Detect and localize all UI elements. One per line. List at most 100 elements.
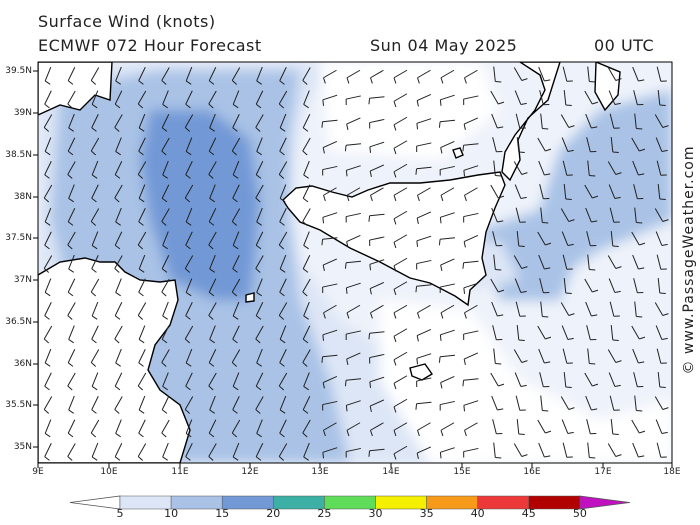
wind-barb xyxy=(90,137,100,156)
wind-barb xyxy=(560,396,575,410)
wind-barb xyxy=(393,398,408,413)
lon-label: 9E xyxy=(32,467,44,477)
wind-barb xyxy=(491,207,504,223)
wind-barb xyxy=(513,161,528,175)
colorbar-label: 30 xyxy=(368,507,383,520)
wind-barb xyxy=(491,395,504,411)
wind-barb xyxy=(162,160,169,179)
wind-barb xyxy=(232,231,240,250)
wind-barb xyxy=(302,208,311,226)
wind-barb xyxy=(138,208,146,226)
wind-barb xyxy=(607,349,622,363)
wind-barb xyxy=(345,330,361,341)
wind-barb xyxy=(44,207,52,226)
wind-barb xyxy=(44,372,52,391)
wind-barb xyxy=(115,137,122,156)
wind-barb xyxy=(91,372,99,391)
wind-barb xyxy=(560,114,575,128)
lon-label: 11E xyxy=(171,467,189,477)
wind-barb xyxy=(463,234,479,248)
wind-barb xyxy=(346,117,361,131)
wind-barb xyxy=(279,67,287,85)
wind-barb xyxy=(115,278,122,297)
wind-barb xyxy=(515,301,526,317)
wind-barb xyxy=(91,255,99,273)
wind-barb xyxy=(302,114,311,132)
wind-barb xyxy=(370,304,384,319)
wind-barb xyxy=(515,207,526,223)
wind-barb xyxy=(232,396,240,414)
wind-barb xyxy=(563,89,572,107)
wind-barb xyxy=(584,90,599,105)
wind-barb xyxy=(302,278,311,297)
colorbar-label: 40 xyxy=(470,507,485,520)
wind-barb xyxy=(90,349,100,367)
wind-barb xyxy=(563,277,572,295)
wind-barb xyxy=(232,90,240,109)
wind-barb xyxy=(255,325,264,344)
wind-barb xyxy=(185,137,193,156)
wind-barb xyxy=(43,114,53,132)
wind-barb xyxy=(114,302,123,320)
wind-barb xyxy=(67,302,76,320)
wind-barb xyxy=(138,67,146,85)
wind-barb xyxy=(137,443,147,461)
wind-barb xyxy=(279,395,287,414)
wind-barb xyxy=(44,278,52,297)
wind-barb xyxy=(463,165,479,177)
wind-barb xyxy=(161,255,170,273)
wind-barb xyxy=(608,184,621,199)
wind-barb xyxy=(138,349,146,367)
wind-barb xyxy=(67,67,76,85)
wind-barb xyxy=(393,445,408,460)
wind-barb xyxy=(607,255,622,269)
wind-barb xyxy=(585,207,598,223)
wind-barb xyxy=(184,114,194,132)
wind-barb xyxy=(161,419,170,438)
wind-barb xyxy=(162,372,169,391)
wind-barb xyxy=(161,396,170,414)
wind-barb xyxy=(439,94,455,106)
wind-barb xyxy=(440,140,455,154)
lon-label: 18E xyxy=(663,467,681,477)
wind-barb xyxy=(369,353,385,364)
wind-barb xyxy=(256,348,263,367)
wind-barb xyxy=(231,208,241,226)
wind-barb xyxy=(231,278,241,297)
tunisia-land xyxy=(38,62,191,463)
wind-barb xyxy=(514,184,527,199)
wind-barb xyxy=(539,278,550,294)
wind-barb xyxy=(493,348,502,365)
wind-barb xyxy=(302,137,311,156)
wind-barb xyxy=(393,304,408,319)
lat-label: 35N xyxy=(13,442,32,452)
wind-barb xyxy=(345,447,361,458)
wind-barb xyxy=(68,395,75,414)
wind-barb xyxy=(114,161,123,179)
wind-barb xyxy=(608,278,621,293)
wind-barb xyxy=(255,90,264,109)
wind-barb xyxy=(493,160,502,177)
wind-barb xyxy=(208,372,217,391)
wind-barb xyxy=(114,396,123,414)
wind-barb xyxy=(346,187,361,202)
wind-barb xyxy=(209,113,216,132)
colorbar-label: 15 xyxy=(215,507,230,520)
wind-barb xyxy=(416,142,432,153)
wind-barb xyxy=(537,325,552,340)
wind-barb xyxy=(369,259,385,271)
wind-barb xyxy=(609,113,620,129)
wind-barb xyxy=(115,66,122,85)
wind-barb xyxy=(114,114,123,132)
wind-barb xyxy=(439,212,455,224)
wind-barb xyxy=(208,90,217,109)
wind-barb xyxy=(256,137,263,156)
wind-barb xyxy=(631,325,646,340)
wind-barb xyxy=(302,349,311,367)
colorbar-label: 50 xyxy=(572,507,587,520)
wind-barb xyxy=(561,137,574,152)
wind-barb xyxy=(185,348,193,367)
lon-label: 16E xyxy=(523,467,541,477)
wind-barb xyxy=(346,352,361,366)
